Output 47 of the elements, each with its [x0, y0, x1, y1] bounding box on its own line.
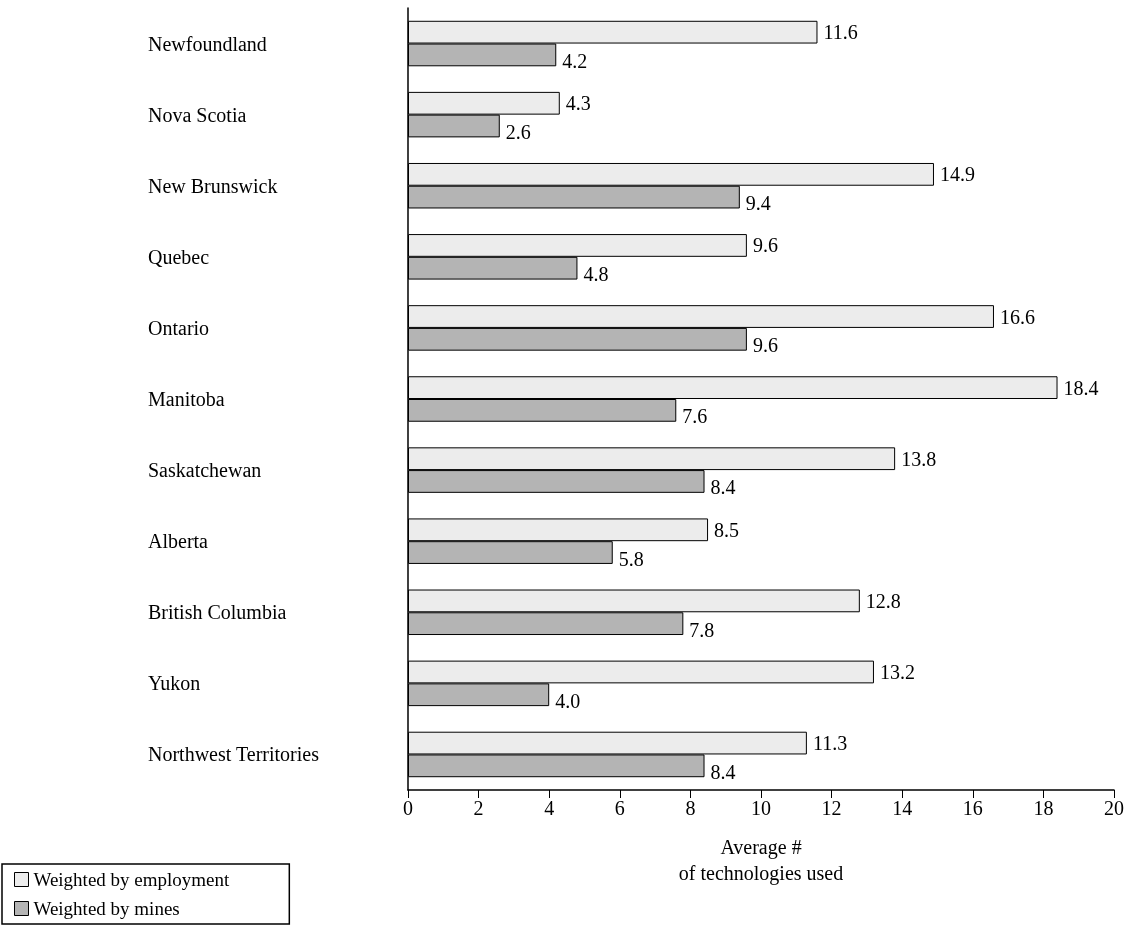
data-label: 11.3 — [812, 732, 848, 755]
data-label: 12.8 — [865, 589, 901, 612]
data-label: 7.6 — [682, 405, 708, 428]
data-label: 8.5 — [714, 518, 740, 541]
x-tick-label: 12 — [821, 797, 842, 819]
data-label: 2.6 — [505, 121, 531, 144]
data-label: 4.8 — [583, 263, 609, 286]
data-label: 14.9 — [939, 163, 975, 186]
data-label: 4.3 — [565, 92, 591, 115]
data-label: 9.6 — [752, 334, 778, 357]
x-tick-label: 20 — [1104, 797, 1124, 819]
legend-label: Weighted by mines — [33, 898, 180, 919]
x-tick-label: 14 — [892, 797, 913, 819]
y-tick-label: Newfoundland — [148, 32, 267, 55]
y-tick-label: Ontario — [148, 316, 210, 339]
data-label: 18.4 — [1063, 376, 1099, 399]
data-label: 16.6 — [999, 305, 1035, 328]
y-tick-label: British Columbia — [148, 601, 287, 624]
data-label: 5.8 — [618, 547, 644, 570]
data-label: 4.0 — [555, 689, 581, 712]
data-label: 9.6 — [752, 234, 778, 257]
data-label: 4.2 — [562, 49, 588, 72]
data-label: 7.8 — [689, 618, 715, 641]
y-tick-label: Alberta — [148, 530, 209, 553]
y-tick-label: New Brunswick — [148, 174, 278, 197]
x-tick-label: 18 — [1033, 797, 1054, 819]
y-tick-label: Nova Scotia — [148, 103, 247, 126]
legend-label: Weighted by employment — [33, 869, 231, 890]
x-tick-label: 4 — [544, 797, 555, 819]
y-tick-label: Manitoba — [148, 388, 225, 410]
x-tick-label: 6 — [614, 797, 625, 819]
x-tick-label: 8 — [685, 797, 696, 819]
y-tick-label: Saskatchewan — [148, 459, 262, 482]
y-tick-label: Quebec — [148, 245, 210, 268]
data-label: 11.6 — [823, 21, 858, 44]
data-label: 9.4 — [745, 192, 771, 215]
data-label: 13.8 — [901, 447, 937, 470]
x-tick-label: 0 — [403, 797, 413, 819]
data-label: 13.2 — [879, 660, 915, 683]
x-tick-label: 16 — [962, 797, 983, 819]
x-tick-label: 2 — [473, 797, 484, 819]
data-label: 8.4 — [710, 476, 736, 499]
y-tick-label: Northwest Territories — [148, 743, 320, 766]
x-axis-title: Average # of technologies used — [678, 836, 844, 885]
data-label: 8.4 — [710, 760, 736, 783]
y-tick-label: Yukon — [148, 672, 201, 695]
x-tick-label: 10 — [751, 797, 771, 819]
